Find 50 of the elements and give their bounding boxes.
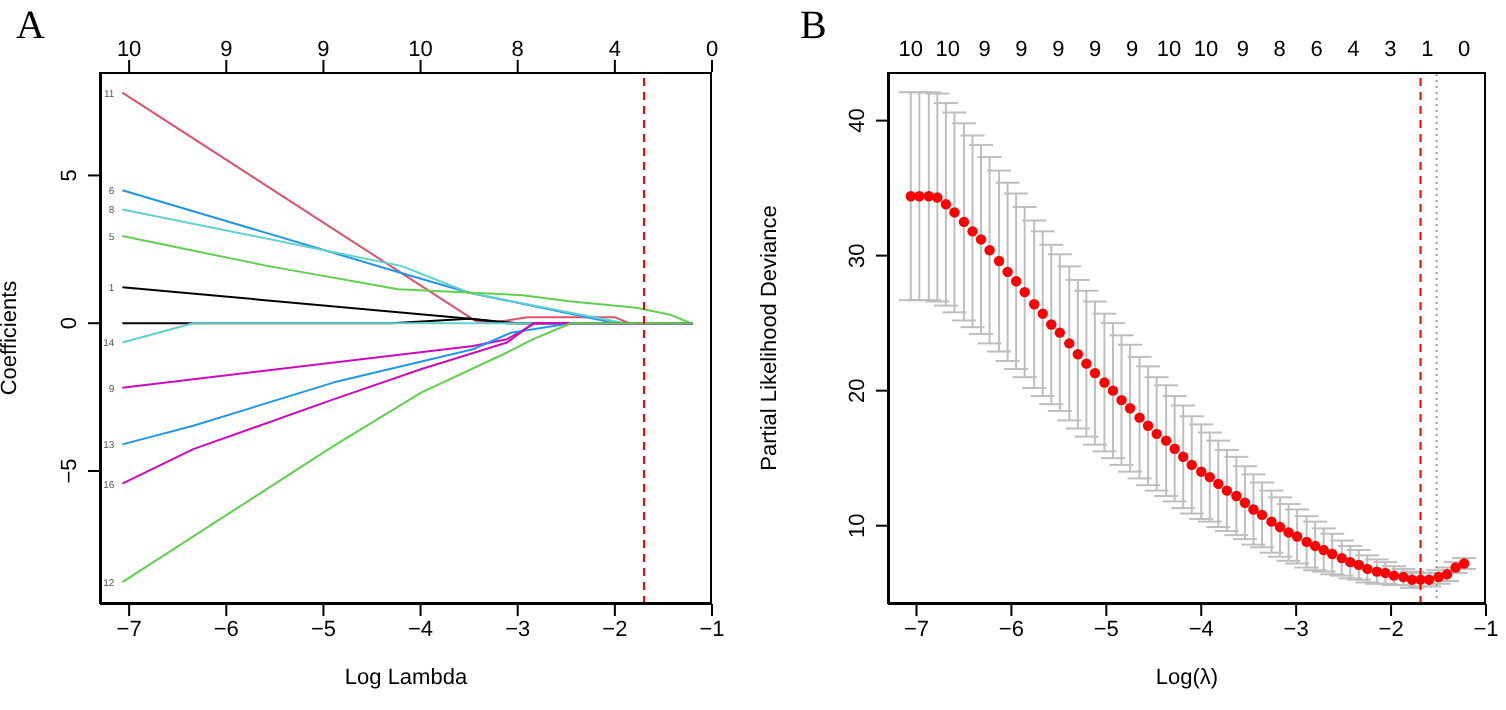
x-tick-label: −2 [602, 617, 628, 642]
y-tick-label: −5 [58, 458, 82, 484]
text: 10 [408, 38, 433, 62]
x-tick-label: −6 [998, 617, 1024, 642]
text: 4 [1347, 38, 1360, 62]
text: 9 [220, 38, 233, 62]
x-tick-label: −7 [903, 617, 930, 642]
text: 8 [511, 38, 524, 62]
text: 9 [1089, 38, 1102, 62]
text: 9 [978, 38, 991, 62]
text: 9 [1236, 38, 1249, 62]
text: 10 [116, 38, 142, 62]
text: 10 [935, 38, 960, 62]
x-axis-title: Log(λ) [1155, 666, 1219, 690]
chart-title: A [16, 4, 45, 50]
y-axis-title: Partial Likelihood Deviance [757, 205, 782, 471]
text: 9 [1015, 38, 1028, 62]
text: 1 [1421, 38, 1434, 62]
text: 10 [898, 38, 924, 62]
chart-title: B [800, 4, 827, 50]
x-tick-label: −4 [1188, 617, 1214, 642]
x-tick-label: −7 [116, 617, 142, 642]
x-tick-label: −1 [699, 617, 725, 642]
x-tick-label: −5 [1093, 617, 1119, 642]
x-tick-label: −2 [1378, 617, 1404, 642]
text: 10 [1193, 38, 1219, 62]
text: 0 [1458, 38, 1471, 62]
x-axis-title: Log Lambda [344, 666, 469, 690]
y-tick-label: 40 [846, 108, 870, 133]
text: 4 [608, 38, 621, 62]
x-tick-label: −3 [1283, 617, 1309, 642]
text: 8 [1273, 38, 1286, 62]
text: 6 [1310, 38, 1323, 62]
text: 9 [1052, 38, 1065, 62]
text: 9 [317, 38, 330, 62]
x-tick-label: −6 [213, 617, 239, 642]
y-axis-title: Coefficients [0, 279, 22, 396]
text: 0 [705, 38, 719, 62]
y-tick-label: 10 [846, 513, 870, 538]
text: 3 [1384, 38, 1397, 62]
y-tick-label: 0 [58, 317, 82, 330]
x-tick-label: −1 [1473, 617, 1499, 642]
y-tick-label: 30 [846, 243, 870, 268]
y-tick-label: 20 [846, 378, 870, 403]
text: 10 [1156, 38, 1182, 62]
x-tick-label: −4 [408, 617, 434, 642]
x-tick-label: −5 [310, 617, 336, 642]
text: 9 [1126, 38, 1139, 62]
y-tick-label: 5 [58, 169, 82, 182]
x-tick-label: −3 [505, 617, 531, 642]
